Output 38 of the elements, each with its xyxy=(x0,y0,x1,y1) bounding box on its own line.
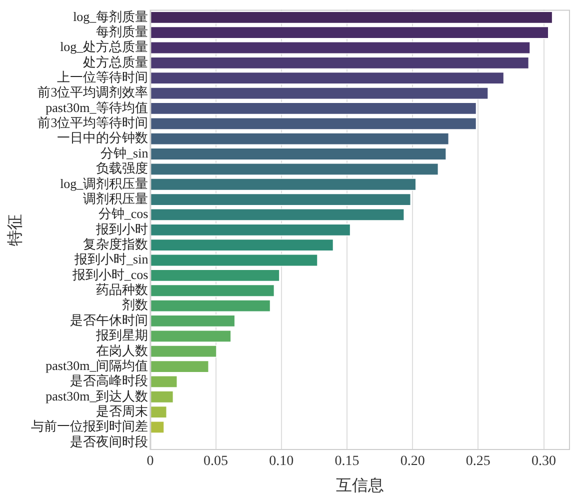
y-axis-title: 特征 xyxy=(6,214,24,246)
y-tick-label: 是否午休时间 xyxy=(70,312,148,328)
y-tick-label: 报到小时 xyxy=(95,221,148,236)
y-tick-label: 处方总质量 xyxy=(83,54,148,70)
y-tick-label: log_每剂质量 xyxy=(73,8,148,24)
y-tick-label: 是否高峰时段 xyxy=(70,373,148,388)
y-tick-label: 报到小时_cos xyxy=(71,266,148,282)
x-tick-label: 0.30 xyxy=(532,454,556,470)
y-tick-label: 前3位平均等待时间 xyxy=(38,115,148,130)
y-tick-label: 分钟_sin xyxy=(100,145,149,160)
y-tick-label: 负载强度 xyxy=(96,160,148,176)
x-tick-label: 0.05 xyxy=(204,454,228,470)
y-tick-label: 调剂积压量 xyxy=(83,190,148,206)
y-tick-label: 前3位平均调剂效率 xyxy=(38,84,148,100)
y-tick-label: 每剂质量 xyxy=(96,24,148,39)
y-tick-label: 报到小时_sin xyxy=(74,252,149,267)
y-tick-label: 药品种数 xyxy=(96,282,148,298)
x-tick-label: 0.15 xyxy=(334,454,360,470)
y-tick-label: 是否周末 xyxy=(96,403,148,418)
y-tick-label: past30m_等待均值 xyxy=(46,100,148,115)
y-tick-label: 报到星期 xyxy=(95,328,148,343)
y-tick-label: 一日中的分钟数 xyxy=(57,130,148,146)
y-tick-label: 与前一位报到时间差 xyxy=(31,418,148,434)
x-tick-label: 0 xyxy=(146,454,154,470)
x-tick-label: 0.10 xyxy=(269,454,294,470)
y-tick-label: 上一位等待时间 xyxy=(57,70,148,85)
y-tick-label: 是否夜间时段 xyxy=(70,434,148,449)
y-tick-label: 复杂度指数 xyxy=(83,236,148,252)
y-tick-label: 分钟_cos xyxy=(98,206,148,222)
y-tick-label: past30m_间隔均值 xyxy=(46,358,148,373)
x-axis-title: 互信息 xyxy=(336,476,384,495)
x-tick-label: 0.25 xyxy=(466,454,490,470)
y-tick-label: past30m_到达人数 xyxy=(46,388,148,404)
y-tick-label: 在岗人数 xyxy=(96,342,148,358)
x-tick-label: 0.20 xyxy=(400,454,425,470)
y-tick-label: log_处方总质量 xyxy=(60,39,148,54)
y-tick-label: 剂数 xyxy=(122,297,148,312)
y-tick-label: log_调剂积压量 xyxy=(60,176,148,191)
